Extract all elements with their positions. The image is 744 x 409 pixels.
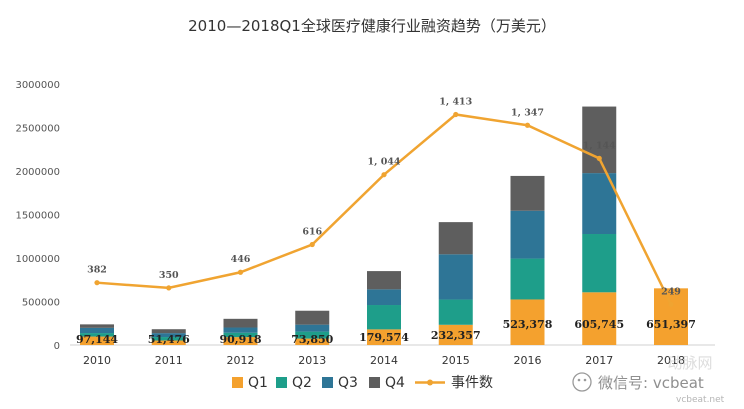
event-count-label: 1, 044 <box>367 157 400 168</box>
legend-swatch-q4 <box>369 377 380 388</box>
watermark: 动脉网 微信号: vcbeat vcbeat.net <box>572 354 725 405</box>
y-tick-label: 500000 <box>22 298 60 309</box>
legend-label: Q1 <box>248 375 268 391</box>
bar-q2-2016 <box>510 258 545 300</box>
q1-value-label: 51,476 <box>148 333 190 346</box>
legend-label: 事件数 <box>451 375 493 391</box>
bar-q3-2014 <box>367 289 401 306</box>
bar-q4-2010 <box>80 324 114 328</box>
x-category-label: 2011 <box>155 354 183 367</box>
line-point-2013 <box>309 241 315 248</box>
watermark-faint: 动脉网 <box>667 354 712 372</box>
bar-q4-2013 <box>295 310 330 325</box>
bar-q2-2015 <box>438 299 473 325</box>
bar-q3-2012 <box>223 327 258 333</box>
wechat-icon <box>572 372 592 392</box>
x-category-label: 2012 <box>227 354 255 367</box>
bar-q4-2015 <box>438 222 473 255</box>
legend-label: Q3 <box>338 375 358 391</box>
bar-q2-2017 <box>582 234 617 293</box>
watermark-sub: vcbeat.net <box>676 395 725 405</box>
legend-label: Q4 <box>385 375 405 391</box>
bar-q3-2013 <box>295 324 330 332</box>
q1-value-label: 97,144 <box>76 333 118 346</box>
line-point-2016 <box>524 122 531 128</box>
y-tick-label: 0 <box>54 341 60 352</box>
q1-value-label: 232,357 <box>431 329 481 342</box>
bar-q4-2011 <box>151 329 186 334</box>
legend: Q1 Q2 Q3 Q4 事件数 <box>232 375 493 391</box>
legend-label: Q2 <box>292 375 312 391</box>
line-point-2010 <box>94 280 100 286</box>
bar-q1-2010 <box>80 336 114 345</box>
bar-q1-2011 <box>151 340 186 345</box>
y-tick-label: 3000000 <box>15 80 60 91</box>
q1-value-label: 523,378 <box>503 318 553 331</box>
bar-q1-2012 <box>223 337 258 345</box>
y-tick-label: 1500000 <box>15 211 60 222</box>
x-category-label: 2018 <box>657 354 685 367</box>
bar-q3-2015 <box>438 254 473 300</box>
event-count-label: 446 <box>231 254 251 265</box>
event-count-label: 249 <box>661 286 681 297</box>
event-count-label: 382 <box>87 265 107 276</box>
x-category-label: 2013 <box>298 354 326 367</box>
legend-swatch-q2 <box>276 377 287 388</box>
watermark-text: 微信号: vcbeat <box>598 374 704 392</box>
bar-q2-2010 <box>80 333 114 337</box>
bar-q4-2017 <box>582 106 617 174</box>
line-point-2015 <box>453 111 459 118</box>
event-count-label: 1, 347 <box>511 107 544 118</box>
y-tick-label: 1000000 <box>15 254 60 265</box>
bar-q3-2010 <box>80 327 114 334</box>
q1-value-label: 605,745 <box>574 318 624 331</box>
event-count-label: 616 <box>302 227 322 238</box>
bar-q1-2013 <box>295 338 330 345</box>
q1-value-label: 179,574 <box>359 331 409 344</box>
event-count-label: 1, 413 <box>439 97 472 108</box>
line-point-2017 <box>596 155 602 161</box>
bar-q3-2016 <box>510 210 545 259</box>
line-point-2014 <box>381 172 387 178</box>
bar-q4-2016 <box>510 175 545 211</box>
bar-q1-2015 <box>438 324 473 345</box>
x-category-label: 2016 <box>514 354 542 367</box>
bar-q4-2014 <box>367 271 401 290</box>
legend-swatch-q3 <box>322 377 333 388</box>
bar-q1-2018 <box>654 288 688 345</box>
y-tick-label: 2500000 <box>15 124 60 135</box>
line-point-2012 <box>237 269 244 275</box>
bar-q2-2013 <box>295 331 330 339</box>
line-point-2011 <box>166 285 172 291</box>
bar-q1-2014 <box>367 329 401 345</box>
x-category-label: 2017 <box>585 354 613 367</box>
bar-q4-2012 <box>223 318 258 328</box>
bar-q1-2016 <box>510 299 545 345</box>
q1-value-label: 651,397 <box>646 318 696 331</box>
x-category-label: 2014 <box>370 354 398 367</box>
event-count-label: 350 <box>159 270 179 281</box>
q1-value-label: 73,850 <box>291 333 333 346</box>
legend-line-marker <box>427 379 433 386</box>
bar-q1-2017 <box>582 292 617 345</box>
y-tick-label: 2000000 <box>15 167 60 178</box>
bar-q3-2011 <box>151 333 186 338</box>
line-point-2018 <box>668 301 674 307</box>
bar-q2-2012 <box>223 332 258 338</box>
x-category-label: 2010 <box>83 354 111 367</box>
bar-q2-2014 <box>367 305 401 330</box>
legend-swatch-q1 <box>232 377 243 388</box>
bar-q2-2011 <box>151 337 186 341</box>
x-category-label: 2015 <box>442 354 470 367</box>
q1-value-label: 90,918 <box>219 333 261 346</box>
chart-title: 2010—2018Q1全球医疗健康行业融资趋势（万美元） <box>188 17 556 35</box>
event-count-label: 1, 144 <box>583 140 616 151</box>
